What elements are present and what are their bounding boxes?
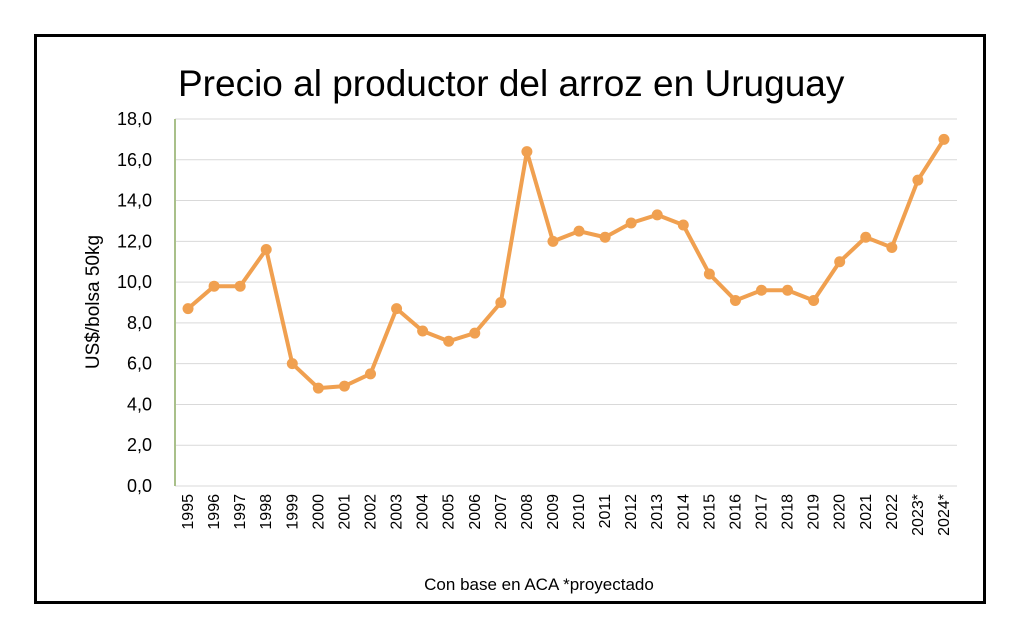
y-tick-label: 8,0 <box>127 313 152 333</box>
data-point <box>547 235 559 247</box>
data-point <box>391 303 403 315</box>
data-point <box>677 219 689 231</box>
x-tick-label: 2021 <box>858 494 875 530</box>
y-tick-label: 16,0 <box>117 150 152 170</box>
x-tick-label: 2000 <box>310 494 327 530</box>
x-tick-label: 2023* <box>910 494 927 536</box>
y-tick-label: 18,0 <box>117 109 152 129</box>
x-tick-label: 2018 <box>780 494 797 530</box>
x-tick-label: 2009 <box>545 494 562 530</box>
y-tick-label: 4,0 <box>127 394 152 414</box>
data-point <box>782 284 794 296</box>
y-tick-label: 14,0 <box>117 191 152 211</box>
data-point <box>651 209 663 221</box>
series-layer <box>186 137 946 391</box>
x-tick-label: 2003 <box>389 494 406 530</box>
x-tick-label: 2006 <box>467 494 484 530</box>
data-point <box>808 294 820 306</box>
data-point <box>625 217 637 229</box>
x-tick-label: 2016 <box>727 494 744 530</box>
x-tick-label: 1995 <box>180 494 197 530</box>
x-tick-label: 2001 <box>336 494 353 530</box>
y-tick-label: 2,0 <box>127 435 152 455</box>
x-tick-label: 2002 <box>363 494 380 530</box>
data-point <box>365 368 376 380</box>
x-axis-ticks: 1995 1996 1997 1998 1999 2000 2001 2002 2003 2004… <box>180 494 953 536</box>
x-axis-label: Con base en ACA *proyectado <box>424 575 654 594</box>
data-point <box>338 380 350 392</box>
data-point <box>729 294 741 306</box>
data-point <box>938 133 950 145</box>
y-tick-label: 0,0 <box>127 476 152 496</box>
x-tick-label: 2011 <box>597 494 614 529</box>
x-tick-label: 2007 <box>493 494 510 530</box>
x-tick-label: 2012 <box>623 494 640 530</box>
gridlines <box>174 118 957 487</box>
x-tick-label: 2024* <box>936 494 953 536</box>
data-point <box>573 225 585 237</box>
data-point <box>886 241 898 253</box>
data-point <box>834 256 846 268</box>
data-point <box>312 382 324 394</box>
x-tick-label: 1996 <box>206 494 223 530</box>
x-tick-label: 2013 <box>649 494 666 530</box>
data-point <box>234 280 246 292</box>
x-tick-label: 1998 <box>258 494 275 530</box>
x-tick-label: 2022 <box>884 494 901 530</box>
x-tick-label: 2015 <box>701 494 718 530</box>
x-tick-label: 2017 <box>754 494 771 530</box>
data-point <box>443 335 455 347</box>
x-tick-label: 2004 <box>415 494 432 530</box>
data-point <box>599 231 611 243</box>
y-axis-ticks: 0,0 2,0 4,0 6,0 8,0 10,0 12,0 14,0 16,0 18,0 <box>117 109 152 496</box>
x-tick-label: 1999 <box>284 494 301 530</box>
data-point <box>703 268 715 280</box>
data-point <box>286 358 298 370</box>
data-point <box>208 280 220 292</box>
y-tick-label: 6,0 <box>127 354 152 374</box>
points-layer <box>182 133 950 394</box>
x-tick-label: 1997 <box>232 494 249 530</box>
x-tick-label: 2008 <box>519 494 536 530</box>
line-chart: Precio al productor del arroz en Uruguay… <box>83 63 957 594</box>
data-point <box>912 174 924 186</box>
x-tick-label: 2014 <box>675 494 692 530</box>
series-line <box>186 137 946 391</box>
data-point <box>521 146 533 158</box>
data-point <box>469 327 481 339</box>
x-tick-label: 2005 <box>441 494 458 530</box>
y-tick-label: 10,0 <box>117 272 152 292</box>
y-axis-label: US$/bolsa 50kg <box>83 235 104 369</box>
data-point <box>260 243 272 255</box>
data-point <box>860 231 872 243</box>
chart-frame: Precio al productor del arroz en Uruguay… <box>34 34 986 604</box>
data-point <box>417 325 429 337</box>
y-tick-label: 12,0 <box>117 231 152 251</box>
x-tick-label: 2010 <box>571 494 588 530</box>
x-tick-label: 2019 <box>806 494 823 530</box>
data-point <box>182 303 194 315</box>
x-tick-label: 2020 <box>832 494 849 530</box>
data-point <box>756 284 767 296</box>
data-point <box>495 297 507 308</box>
chart-title: Precio al productor del arroz en Uruguay <box>178 63 845 104</box>
